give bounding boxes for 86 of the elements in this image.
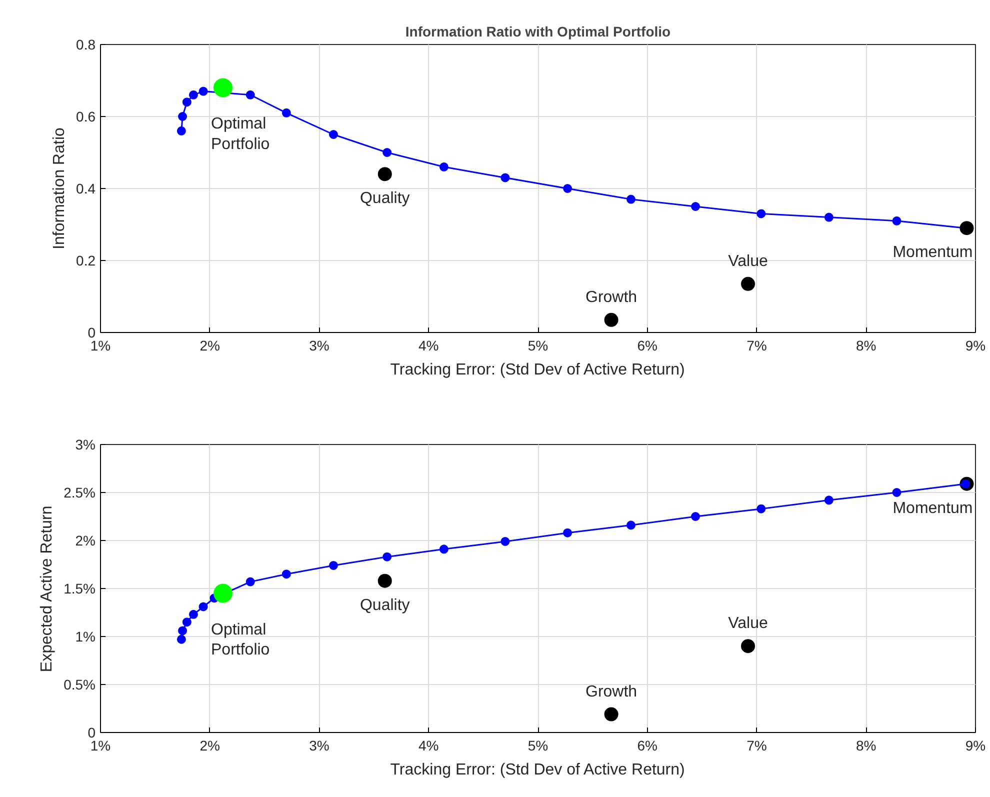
point	[198, 86, 208, 96]
point	[892, 216, 902, 226]
point	[182, 618, 192, 627]
x-tick-label: 8%	[856, 338, 876, 354]
y-tick-label: 0.8	[76, 36, 96, 52]
x-tick-label: 4%	[418, 338, 439, 354]
point	[188, 90, 198, 100]
point	[178, 626, 188, 636]
annotation: Growth	[585, 288, 638, 306]
x-tick-label: 8%	[856, 738, 876, 754]
point	[182, 98, 192, 107]
y-tick-label: 0.4	[76, 180, 96, 196]
annotation: Growth	[585, 683, 638, 700]
point	[756, 209, 766, 218]
y-tick-label: 1%	[75, 628, 96, 644]
x-tick-label: 7%	[746, 738, 767, 754]
annotation: Momentum	[892, 244, 973, 262]
point	[626, 520, 636, 530]
point	[382, 148, 392, 157]
y-tick-label: 3%	[75, 436, 96, 452]
point	[246, 577, 255, 586]
point	[439, 162, 448, 172]
point	[214, 584, 232, 603]
point	[500, 536, 510, 546]
x-tick-label: 2%	[200, 338, 220, 354]
annotation: Quality	[360, 596, 410, 614]
y-tick-label: 1.5%	[64, 580, 96, 596]
point	[741, 639, 755, 654]
point	[282, 570, 291, 579]
y-tick-label: 0	[88, 324, 96, 340]
annotation: Optimal Portfolio	[211, 116, 270, 154]
point	[824, 496, 834, 505]
point	[378, 574, 392, 588]
point	[756, 504, 766, 514]
point	[691, 512, 700, 521]
point	[824, 212, 834, 222]
point	[892, 488, 902, 497]
y-tick-label: 0.5%	[64, 676, 96, 692]
x-tick-label: 2%	[200, 738, 220, 754]
point	[382, 552, 392, 562]
y-tick-label: 0.2	[76, 252, 96, 268]
y-axis-title: Information Ratio	[51, 127, 68, 250]
point	[198, 602, 208, 612]
point	[960, 221, 974, 236]
point	[378, 167, 392, 182]
point	[176, 634, 186, 644]
point	[563, 528, 572, 538]
point	[178, 112, 188, 121]
x-tick-label: 6%	[637, 738, 658, 754]
y-tick-label: 0.6	[76, 108, 96, 124]
x-tick-label: 5%	[528, 738, 548, 754]
y-tick-label: 0	[88, 724, 96, 740]
point	[188, 610, 198, 619]
x-tick-label: 9%	[965, 338, 986, 354]
point	[626, 194, 636, 204]
point	[741, 276, 755, 291]
point	[691, 202, 700, 211]
annotation: Momentum	[892, 500, 973, 517]
y-tick-label: 2.5%	[64, 484, 96, 500]
annotation: Value	[728, 615, 768, 632]
y-axis-title: Expected Active Return	[38, 506, 56, 672]
x-tick-label: 7%	[746, 338, 767, 354]
annotation: Optimal Portfolio	[211, 621, 270, 659]
point	[214, 78, 232, 98]
point	[563, 184, 572, 193]
annotation: Quality	[360, 190, 410, 208]
x-tick-label: 6%	[637, 338, 658, 354]
point	[604, 707, 618, 722]
x-tick-label: 3%	[309, 338, 330, 354]
point	[328, 130, 338, 139]
y-tick-label: 2%	[75, 532, 96, 548]
point	[246, 90, 255, 100]
point	[439, 544, 448, 554]
x-tick-label: 9%	[965, 738, 986, 754]
chart-title: Information Ratio with Optimal Portfolio	[405, 24, 671, 40]
point	[282, 108, 291, 118]
x-tick-label: 4%	[418, 738, 439, 754]
x-axis-title: Tracking Error: (Std Dev of Active Return)	[390, 362, 685, 378]
point	[604, 312, 618, 327]
point	[328, 560, 338, 570]
x-tick-label: 3%	[309, 738, 330, 754]
x-axis-title: Tracking Error: (Std Dev of Active Return)	[390, 762, 685, 778]
annotation: Value	[728, 252, 768, 270]
point	[176, 126, 186, 136]
point	[500, 173, 510, 182]
x-tick-label: 5%	[528, 338, 548, 354]
